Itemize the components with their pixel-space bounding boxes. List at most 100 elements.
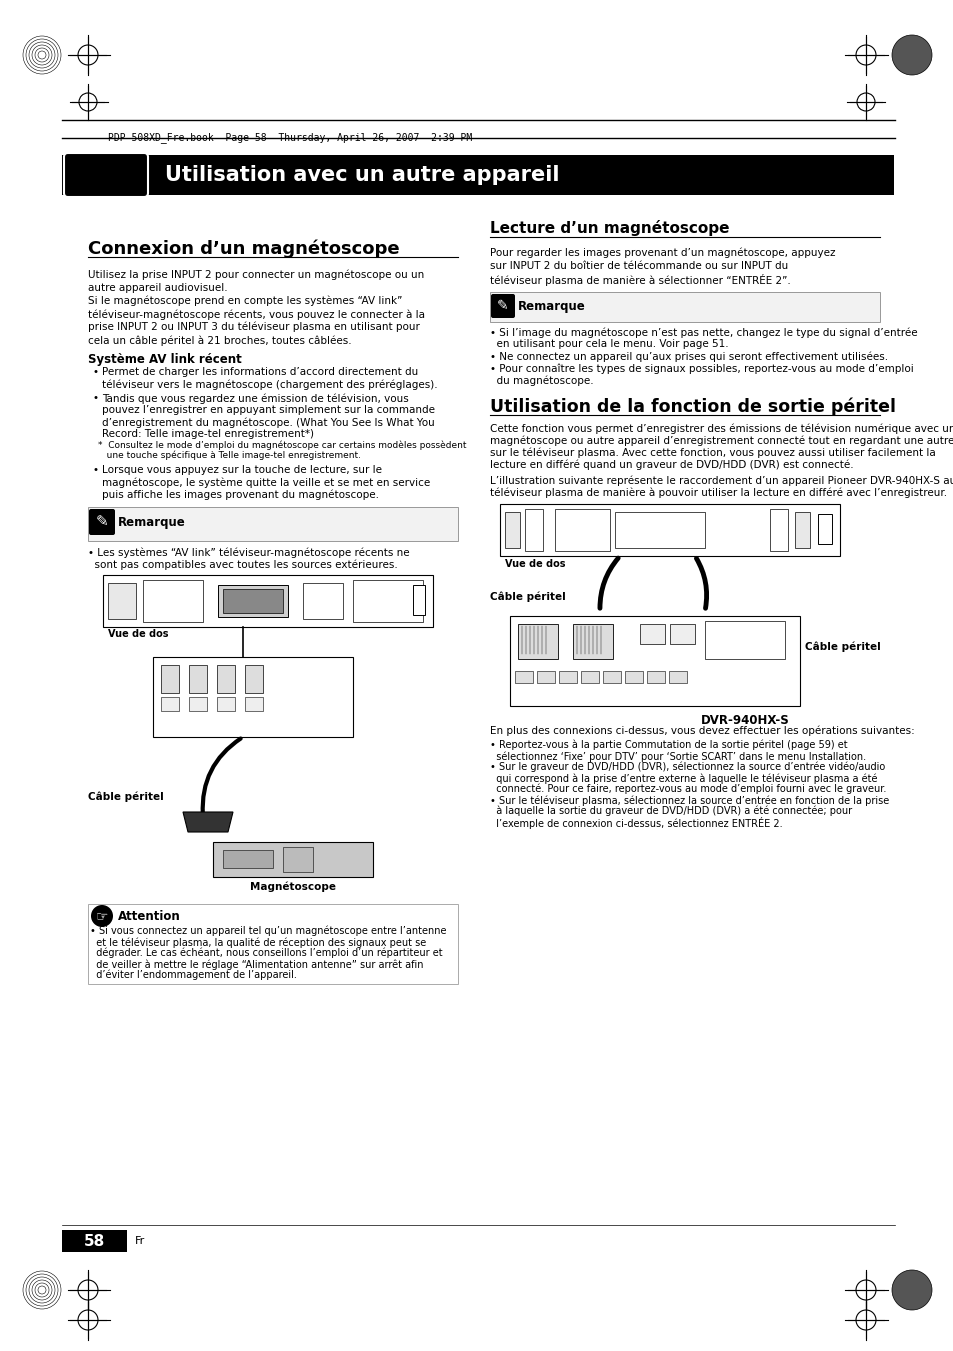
- Circle shape: [335, 707, 340, 712]
- Text: d’éviter l’endommagement de l’appareil.: d’éviter l’endommagement de l’appareil.: [90, 970, 296, 981]
- Text: autre appareil audiovisuel.: autre appareil audiovisuel.: [88, 282, 228, 293]
- FancyBboxPatch shape: [88, 507, 457, 540]
- Text: •: •: [92, 367, 99, 377]
- Text: une touche spécifique à Telle image-tel enregistrement.: une touche spécifique à Telle image-tel …: [98, 451, 360, 461]
- Text: qui correspond à la prise d’entre externe à laquelle le téléviseur plasma a été: qui correspond à la prise d’entre extern…: [490, 773, 877, 784]
- Bar: [143, 580, 203, 621]
- Text: l’exemple de connexion ci-dessus, sélectionnez ENTRÉE 2.: l’exemple de connexion ci-dessus, sélect…: [490, 817, 781, 830]
- Bar: [573, 624, 613, 659]
- Text: puis affiche les images provenant du magnétoscope.: puis affiche les images provenant du mag…: [102, 489, 378, 500]
- Bar: [619, 521, 700, 538]
- Bar: [602, 671, 620, 684]
- Bar: [524, 509, 542, 551]
- FancyBboxPatch shape: [491, 295, 515, 317]
- Text: Câble péritel: Câble péritel: [490, 590, 565, 601]
- Text: Câble péritel: Câble péritel: [88, 792, 164, 802]
- Bar: [223, 589, 283, 613]
- Bar: [189, 697, 207, 711]
- Bar: [537, 671, 555, 684]
- Text: lecture en différé quand un graveur de DVD/HDD (DVR) est connecté.: lecture en différé quand un graveur de D…: [490, 459, 853, 470]
- Bar: [639, 624, 664, 644]
- Text: téléviseur-magnétoscope récents, vous pouvez le connecter à la: téléviseur-magnétoscope récents, vous po…: [88, 309, 424, 319]
- Bar: [283, 847, 313, 871]
- Bar: [669, 624, 695, 644]
- Bar: [668, 671, 686, 684]
- Text: • Ne connectez un appareil qu’aux prises qui seront effectivement utilisées.: • Ne connectez un appareil qu’aux prises…: [490, 351, 887, 362]
- Bar: [517, 624, 558, 659]
- Text: • Pour connaître les types de signaux possibles, reportez-vous au mode d’emploi: • Pour connaître les types de signaux po…: [490, 363, 913, 373]
- Bar: [646, 671, 664, 684]
- Text: ✎: ✎: [95, 515, 109, 530]
- Text: ✎: ✎: [497, 299, 508, 313]
- Text: téléviseur plasma de manière à pouvoir utiliser la lecture en différé avec l’enr: téléviseur plasma de manière à pouvoir u…: [490, 486, 946, 497]
- Circle shape: [335, 716, 340, 721]
- Text: Tandis que vous regardez une émission de télévision, vous: Tandis que vous regardez une émission de…: [102, 393, 408, 404]
- Circle shape: [891, 1270, 931, 1310]
- FancyBboxPatch shape: [89, 509, 115, 535]
- Text: Câble péritel: Câble péritel: [804, 640, 880, 651]
- Bar: [504, 512, 519, 549]
- Text: • Sur le téléviseur plasma, sélectionnez la source d’entrée en fonction de la pr: • Sur le téléviseur plasma, sélectionnez…: [490, 794, 888, 805]
- Text: téléviseur plasma de manière à sélectionner “ENTRÉE 2”.: téléviseur plasma de manière à sélection…: [490, 274, 790, 286]
- Bar: [615, 512, 704, 549]
- Text: téléviseur vers le magnétoscope (chargement des préréglages).: téléviseur vers le magnétoscope (chargem…: [102, 380, 437, 389]
- Bar: [218, 585, 288, 617]
- Text: à laquelle la sortie du graveur de DVD/HDD (DVR) a été connectée; pour: à laquelle la sortie du graveur de DVD/H…: [490, 807, 851, 816]
- Bar: [558, 671, 577, 684]
- FancyBboxPatch shape: [64, 153, 148, 197]
- Text: En plus des connexions ci-dessus, vous devez effectuer les opérations suivantes:: En plus des connexions ci-dessus, vous d…: [490, 725, 914, 736]
- Bar: [353, 580, 422, 621]
- Bar: [152, 657, 353, 738]
- Circle shape: [891, 35, 931, 76]
- Bar: [769, 509, 787, 551]
- Bar: [161, 665, 179, 693]
- Text: • Si l’image du magnétoscope n’est pas nette, changez le type du signal d’entrée: • Si l’image du magnétoscope n’est pas n…: [490, 327, 917, 338]
- Text: Pour regarder les images provenant d’un magnétoscope, appuyez: Pour regarder les images provenant d’un …: [490, 249, 835, 258]
- Text: Utilisation de la fonction de sortie péritel: Utilisation de la fonction de sortie pér…: [490, 397, 895, 416]
- Bar: [510, 616, 800, 707]
- Text: sélectionnez ‘Fixe’ pour DTV’ pour ‘Sortie SCART’ dans le menu Installation.: sélectionnez ‘Fixe’ pour DTV’ pour ‘Sort…: [490, 751, 865, 762]
- Text: Lecture d’un magnétoscope: Lecture d’un magnétoscope: [490, 220, 729, 236]
- Circle shape: [91, 905, 112, 927]
- Text: PDP-508XD_Fre.book  Page 58  Thursday, April 26, 2007  2:39 PM: PDP-508XD_Fre.book Page 58 Thursday, Apr…: [108, 132, 472, 143]
- Bar: [62, 155, 893, 195]
- Bar: [216, 697, 234, 711]
- Text: sur ​INPUT 2​ du boîtier de télécommande ou sur ​INPUT​ du: sur ​INPUT 2​ du boîtier de télécommande…: [490, 261, 787, 272]
- Text: Vue de dos: Vue de dos: [504, 559, 565, 569]
- Bar: [413, 585, 424, 615]
- Bar: [817, 513, 831, 544]
- Text: pouvez l’enregistrer en appuyant simplement sur la commande: pouvez l’enregistrer en appuyant simplem…: [102, 405, 435, 415]
- Text: Utilisation avec un autre appareil: Utilisation avec un autre appareil: [165, 165, 558, 185]
- Text: DVR-940HX-S: DVR-940HX-S: [700, 713, 789, 727]
- Text: cela un câble péritel à 21 broches, toutes câblées.: cela un câble péritel à 21 broches, tout…: [88, 335, 352, 346]
- Text: *  Consultez le mode d’emploi du magnétoscope car certains modèles possèdent: * Consultez le mode d’emploi du magnétos…: [98, 440, 466, 450]
- Text: • Reportez-vous à la partie Commutation de la sortie péritel (page 59) et: • Reportez-vous à la partie Commutation …: [490, 740, 846, 751]
- Bar: [515, 671, 533, 684]
- Text: Système AV link récent: Système AV link récent: [88, 353, 241, 366]
- Circle shape: [335, 686, 340, 692]
- Text: d’enregistrement du magnétoscope. (What You See Is What You: d’enregistrement du magnétoscope. (What …: [102, 417, 435, 427]
- Bar: [189, 665, 207, 693]
- Text: Connexion d’un magnétoscope: Connexion d’un magnétoscope: [88, 240, 399, 258]
- Text: Si le magnétoscope prend en compte les systèmes “AV link”: Si le magnétoscope prend en compte les s…: [88, 296, 402, 307]
- Text: Fr: Fr: [135, 1236, 145, 1246]
- Text: Attention: Attention: [118, 911, 180, 923]
- Bar: [245, 697, 263, 711]
- Circle shape: [335, 676, 340, 682]
- Bar: [245, 665, 263, 693]
- Bar: [555, 509, 609, 551]
- Text: •: •: [92, 465, 99, 476]
- Text: sont pas compatibles avec toutes les sources extérieures.: sont pas compatibles avec toutes les sou…: [88, 559, 397, 570]
- Text: 58: 58: [83, 1233, 105, 1248]
- Text: ☞: ☞: [95, 909, 108, 923]
- Polygon shape: [183, 812, 233, 832]
- Text: Permet de charger les informations d’accord directement du: Permet de charger les informations d’acc…: [102, 367, 417, 377]
- Bar: [794, 512, 809, 549]
- Text: 12: 12: [91, 165, 120, 185]
- Text: sur le téléviseur plasma. Avec cette fonction, vous pouvez aussi utiliser facile: sur le téléviseur plasma. Avec cette fon…: [490, 447, 935, 458]
- Bar: [223, 850, 273, 867]
- Bar: [213, 842, 373, 877]
- Text: 12: 12: [92, 165, 123, 185]
- Bar: [303, 584, 343, 619]
- Text: dégrader. Le cas échéant, nous conseillons l’emploi d’un répartiteur et: dégrader. Le cas échéant, nous conseillo…: [90, 948, 442, 958]
